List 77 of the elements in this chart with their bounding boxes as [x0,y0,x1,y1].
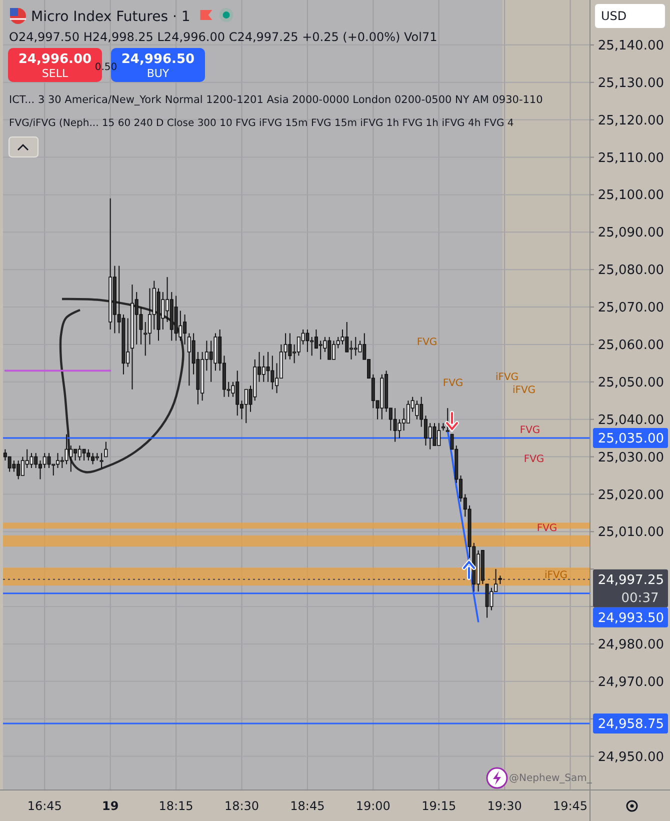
y-tick-label: 24,950.00 [598,750,664,765]
y-tick-label: 25,040.00 [598,412,664,428]
y-tick-label: 25,010.00 [598,525,664,540]
annotation: BUY [146,67,170,80]
text: USD [601,9,627,23]
candlestick [69,445,73,472]
x-tick-label: 19:00 [356,799,390,813]
annotation: SELL [42,67,69,80]
x-tick-label: 19:15 [422,799,456,813]
annotation: FVG/iFVG (Neph... 15 60 240 D Close 300 10 FVG iFVG 15m FVG 15m iFVG 1h FVG 1h iFVG 4h FVG 4 [9,118,514,129]
ref-line-label: 24,958.75 [598,717,664,732]
x-tick-label: 18:15 [158,799,194,813]
candlestick [100,452,104,469]
candlestick [266,351,270,382]
annotation: 24,996.50 [121,52,195,67]
candlestick [306,328,310,352]
candlestick [415,400,419,420]
candlestick [12,460,16,472]
x-tick-label: 18:45 [290,799,325,813]
candlestick [178,310,182,342]
ref-line-label: 24,993.50 [598,610,664,626]
y-tick-label: 25,080.00 [598,263,664,278]
ref-line-label: 24,997.25 [598,572,664,588]
candlestick [161,292,165,330]
annotation: 0.50 [94,62,118,73]
annotation: FVG [524,454,544,465]
annotation: ICT... 3 30 America/New_York Normal 1200-1201 Asia 2000-0000 London 0200-0500 NY AM 0930-110 [9,94,543,106]
text: 00:37 [621,590,659,606]
candlestick [134,292,138,345]
candlestick [318,340,322,360]
annotation: FVG [520,425,540,436]
x-tick-label: 16:45 [27,799,62,813]
candlestick [104,441,108,458]
x-tick-label: 19:45 [552,799,588,813]
annotation: FVG [416,337,438,348]
candlestick [86,448,90,462]
annotation: @Nephew_Sam_ [509,773,593,784]
y-tick-label: 25,060.00 [598,338,664,354]
annotation: iFVG [544,570,568,581]
candlestick [148,288,152,345]
y-tick-label: 24,970.00 [598,674,664,690]
x-tick-label: 19:30 [487,799,522,813]
text: O24,997.50 H24,998.25 L24,996.00 C24,997.25 +0.25 (+0.00%) Vol71 [9,30,438,44]
candlestick [8,456,12,472]
candlestick [393,408,397,442]
y-tick-label: 25,130.00 [598,76,664,91]
annotation: FVG [442,378,464,389]
y-tick-label: 25,070.00 [598,300,664,316]
y-tick-label: 25,140.00 [598,38,664,54]
annotation: iFVG [495,372,519,383]
annotation: FVG [536,523,558,534]
candlestick [209,340,213,382]
x-tick-label: 18:30 [224,799,260,813]
candlestick [428,422,432,450]
y-tick-label: 25,120.00 [598,113,664,128]
candlestick [485,584,489,618]
y-tick-label: 24,980.00 [598,638,664,653]
candlestick [64,434,68,465]
y-tick-label: 25,090.00 [598,226,664,241]
y-tick-label: 25,020.00 [598,488,664,503]
x-tick-label: 19 [102,799,119,813]
candlestick [47,452,51,469]
annotation: 24,996.00 [18,52,92,67]
text: Micro Index Futures · 1 [31,9,190,25]
annotation: iFVG [512,385,536,396]
y-tick-label: 25,050.00 [598,375,664,390]
candlestick [30,452,34,469]
y-tick-label: 25,030.00 [598,450,664,466]
y-tick-label: 25,110.00 [598,150,664,166]
candlestick [82,448,86,462]
candlestick [398,418,402,439]
candlestick [270,355,274,390]
ref-line-label: 25,035.00 [598,432,664,447]
y-tick-label: 25,100.00 [598,188,664,204]
candlestick [432,422,436,446]
candlestick [490,587,494,611]
candlestick [288,332,292,360]
